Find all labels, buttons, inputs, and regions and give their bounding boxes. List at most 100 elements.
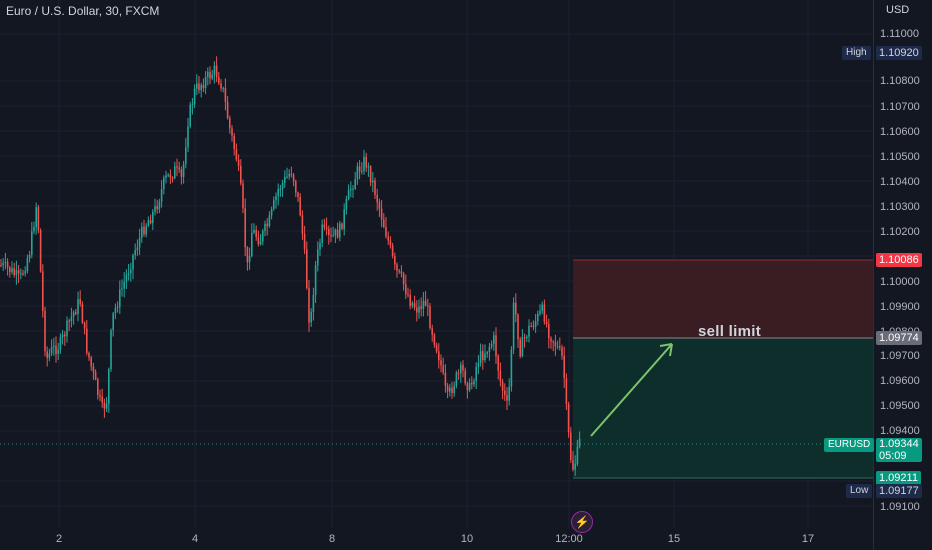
candle-body	[578, 438, 581, 447]
candle-body	[486, 352, 488, 354]
currency-label[interactable]: USD	[886, 4, 910, 16]
candle-body	[79, 299, 81, 304]
entry-price-tag[interactable]: 1.09774	[876, 331, 922, 345]
candle-body	[53, 345, 55, 347]
candle-body	[275, 196, 277, 201]
candle-body	[114, 307, 117, 314]
lightning-icon[interactable]: ⚡	[571, 511, 593, 533]
candle-body	[116, 307, 119, 309]
candle-body	[506, 395, 508, 401]
candle-body	[211, 74, 213, 79]
candle-body	[358, 166, 361, 172]
candle-body	[317, 249, 319, 266]
candle-body	[136, 247, 139, 251]
candle-body	[132, 255, 134, 270]
candle-body	[13, 268, 15, 276]
time-tick: 15	[667, 533, 681, 545]
candle-body	[380, 208, 383, 220]
candle-body	[288, 173, 290, 177]
candle-body	[508, 386, 510, 401]
candle-body	[323, 224, 326, 228]
candle-body	[143, 226, 145, 235]
candle-body	[451, 387, 453, 394]
candle-body	[354, 179, 356, 189]
candle-body	[4, 261, 7, 264]
candle-body	[141, 226, 143, 238]
candle-body	[482, 351, 484, 361]
candle-body	[264, 223, 266, 231]
candle-body	[488, 346, 491, 353]
candle-body	[504, 390, 506, 396]
candle-body	[352, 188, 354, 190]
time-tick: 2	[55, 533, 63, 545]
time-tick: 10	[460, 533, 474, 545]
candle-body	[552, 341, 554, 343]
candle-body	[39, 230, 42, 272]
candle-body	[99, 394, 101, 397]
candle-body	[72, 312, 75, 317]
up-arrow-annotation[interactable]	[590, 343, 673, 437]
candle-body	[332, 235, 334, 237]
candle-body	[385, 226, 387, 237]
candle-body	[277, 189, 279, 197]
candle-body	[193, 88, 196, 105]
candle-body	[229, 118, 231, 129]
candle-body	[363, 156, 365, 172]
candle-body	[312, 294, 315, 312]
candle-body	[176, 166, 178, 168]
candle-body	[308, 288, 310, 323]
candle-body	[473, 380, 475, 385]
candle-body	[433, 334, 436, 345]
symbol-price-label: EURUSD	[824, 438, 875, 452]
candle-body	[149, 220, 152, 224]
take-profit-zone[interactable]	[573, 338, 873, 478]
candle-body	[468, 382, 471, 391]
candle-body	[26, 258, 29, 272]
candle-body	[515, 302, 517, 315]
candle-body	[328, 228, 330, 235]
candle-body	[431, 328, 433, 335]
candle-body	[200, 84, 202, 91]
candle-body	[292, 174, 295, 182]
candle-body	[152, 211, 154, 224]
candle-body	[534, 321, 537, 327]
price-tick: 1.09700	[880, 350, 920, 362]
candle-body	[130, 269, 132, 274]
candle-body	[369, 166, 372, 183]
price-tick: 1.10800	[880, 75, 920, 87]
candle-body	[543, 304, 546, 323]
candle-body	[510, 349, 513, 387]
price-tick: 1.11000	[880, 28, 919, 40]
candle-body	[523, 337, 526, 339]
candle-body	[499, 370, 502, 382]
candle-body	[383, 219, 385, 227]
candle-body	[233, 135, 235, 149]
candle-body	[145, 225, 147, 235]
candle-body	[24, 271, 26, 274]
price-tick: 1.09100	[880, 501, 920, 513]
candle-body	[512, 302, 515, 350]
candle-body	[314, 265, 317, 295]
candle-body	[268, 215, 271, 227]
stop-price-tag[interactable]: 1.10086	[876, 253, 922, 267]
candle-body	[400, 271, 403, 274]
candle-body	[532, 325, 535, 327]
price-tick: 1.09600	[880, 375, 920, 387]
candle-body	[497, 356, 499, 371]
candle-body	[490, 343, 493, 347]
candle-body	[378, 202, 381, 209]
sell-limit-label[interactable]: sell limit	[698, 323, 762, 340]
target-price-tag[interactable]: 1.09211	[876, 471, 921, 485]
candle-body	[9, 267, 11, 273]
stop-loss-zone[interactable]	[573, 260, 873, 338]
candle-body	[196, 83, 198, 89]
candle-body	[213, 65, 216, 75]
candle-body	[257, 237, 260, 245]
candle-body	[475, 366, 477, 381]
candle-body	[350, 188, 352, 190]
symbol-title[interactable]: Euro / U.S. Dollar, 30, FXCM	[6, 4, 160, 18]
candle-body	[306, 249, 308, 289]
candle-body	[424, 300, 427, 306]
candle-body	[2, 263, 4, 266]
